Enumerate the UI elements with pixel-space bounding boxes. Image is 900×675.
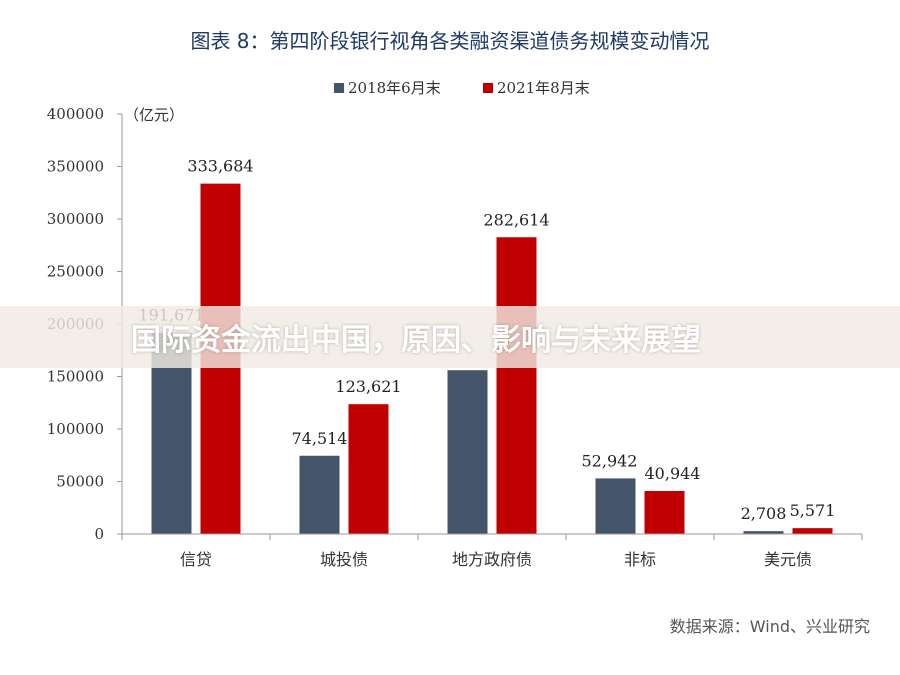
data-label: 123,621 <box>335 377 401 396</box>
legend: 2018年6月末 2021年8月末 <box>334 79 590 97</box>
bar <box>595 478 636 534</box>
overlay-headline: 国际资金流出中国，原因、影响与未来展望 <box>131 323 701 358</box>
data-label: 52,942 <box>582 451 638 470</box>
y-tick-label: 400000 <box>47 105 104 123</box>
data-label: 2,708 <box>741 504 787 523</box>
legend-label: 2021年8月末 <box>497 79 590 97</box>
bar <box>792 528 833 534</box>
y-tick-label: 0 <box>94 525 104 543</box>
bar <box>644 491 685 534</box>
y-tick-label: 250000 <box>47 263 104 281</box>
bar <box>299 455 340 534</box>
y-tick-label: 100000 <box>47 420 104 438</box>
legend-swatch <box>334 83 344 93</box>
bar <box>348 404 389 534</box>
source-note: 数据来源：Wind、兴业研究 <box>670 617 870 636</box>
x-category-label: 地方政府债 <box>452 550 532 569</box>
bar <box>743 531 784 534</box>
data-label: 333,684 <box>187 157 253 176</box>
x-category-label: 美元债 <box>764 550 812 569</box>
x-category-label: 非标 <box>624 550 656 569</box>
x-category-label: 信贷 <box>180 550 212 569</box>
legend-label: 2018年6月末 <box>348 79 441 97</box>
y-tick-label: 50000 <box>56 473 104 491</box>
x-category-label: 城投债 <box>320 550 368 569</box>
data-label: 40,944 <box>645 464 701 483</box>
data-label: 282,614 <box>483 210 549 229</box>
y-tick-label: 350000 <box>47 158 104 176</box>
y-axis-unit-label: （亿元） <box>124 106 184 124</box>
y-tick-label: 150000 <box>47 368 104 386</box>
data-label: 74,514 <box>292 429 348 448</box>
overlay-banner <box>0 306 900 368</box>
data-label: 5,571 <box>790 501 836 520</box>
legend-swatch <box>483 83 493 93</box>
x-axis: 信贷 城投债 地方政府债 非标 美元债 <box>121 533 863 569</box>
data-labels-group: 191,671333,68474,514123,621282,61452,942… <box>138 157 835 524</box>
bar <box>447 370 488 534</box>
bar <box>496 237 537 534</box>
y-tick-label: 300000 <box>47 210 104 228</box>
chart-title: 图表 8：第四阶段银行视角各类融资渠道债务规模变动情况 <box>190 29 709 53</box>
